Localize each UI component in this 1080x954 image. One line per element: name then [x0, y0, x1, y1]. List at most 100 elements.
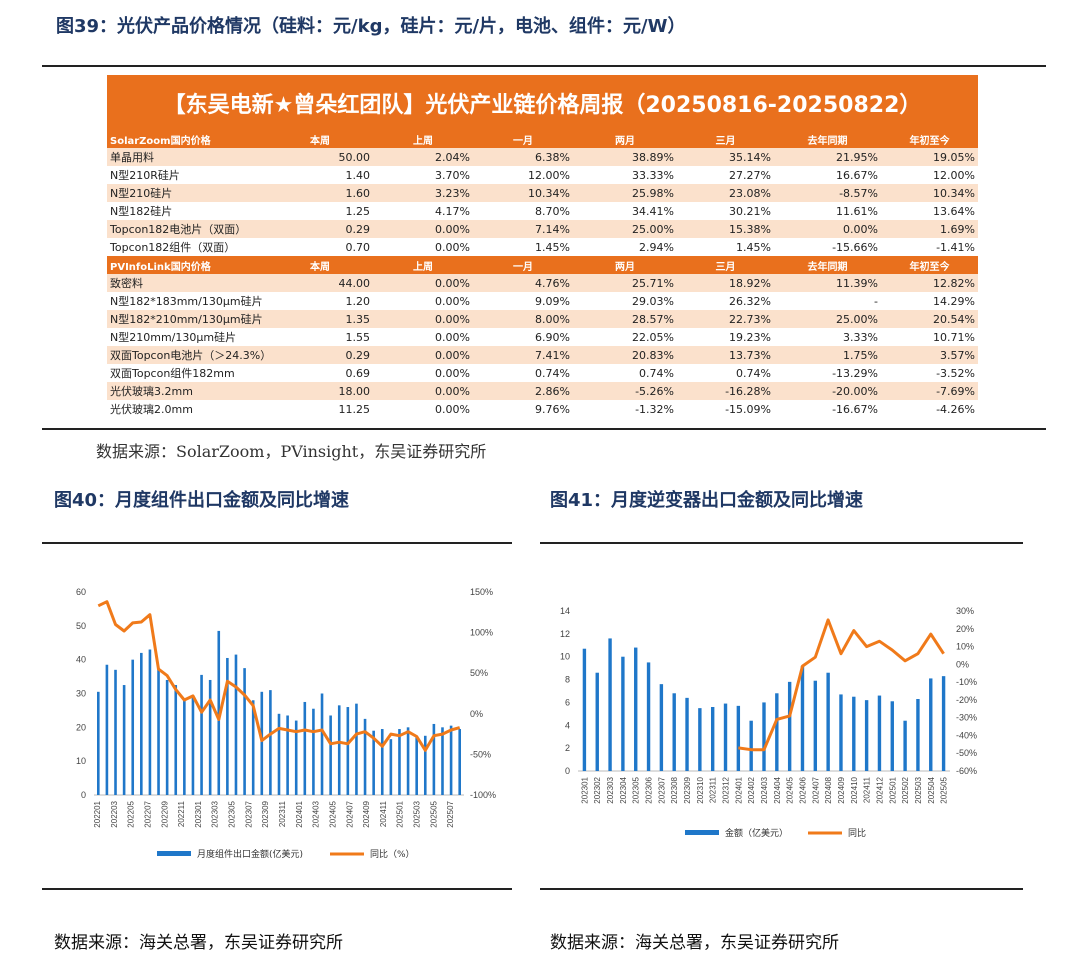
- x-tick-label: 202307: [244, 800, 253, 827]
- table-cell: 一月: [473, 256, 573, 274]
- table-cell: 本周: [267, 256, 373, 274]
- legend-label: 月度组件出口金额(亿美元): [197, 848, 303, 860]
- table-cell: 1.55: [267, 328, 373, 346]
- row-label: N型210硅片: [107, 184, 267, 202]
- table-cell: 13.64%: [881, 202, 978, 220]
- row-label: 单晶用料: [107, 148, 267, 166]
- x-tick-label: 202311: [278, 800, 287, 827]
- x-tick-label: 202408: [824, 776, 833, 803]
- table-row: 单晶用料 50.00 2.04% 6.38% 38.89% 35.14% 21.95% 19.…: [107, 148, 978, 166]
- legend-label: 同比: [848, 827, 866, 839]
- table-cell: 29.03%: [573, 292, 677, 310]
- row-label: N型210R硅片: [107, 166, 267, 184]
- bar: [183, 700, 186, 795]
- y-left-tick-label: 10: [76, 756, 86, 766]
- x-tick-label: 202301: [194, 800, 203, 827]
- table-cell: 4.17%: [373, 202, 473, 220]
- row-label: Topcon182组件（双面）: [107, 238, 267, 256]
- x-tick-label: 202307: [657, 776, 666, 803]
- x-tick-label: 202405: [786, 776, 795, 803]
- table-row: N型210硅片 1.60 3.23% 10.34% 25.98% 23.08% -8.57%…: [107, 184, 978, 202]
- y-left-tick-label: 40: [76, 655, 86, 665]
- x-tick-label: 202301: [580, 776, 589, 803]
- x-tick-label: 202411: [379, 800, 388, 827]
- x-tick-label: 202505: [940, 776, 949, 803]
- y-left-tick-label: 4: [565, 720, 570, 730]
- x-tick-label: 202503: [914, 776, 923, 803]
- bar: [903, 720, 907, 771]
- x-tick-label: 202305: [228, 800, 237, 827]
- x-tick-label: 202305: [632, 776, 641, 803]
- table-cell: 0.74%: [677, 364, 774, 382]
- yoy-line: [738, 618, 945, 752]
- x-tick-label: 202501: [396, 800, 405, 827]
- x-tick-label: 202507: [446, 800, 455, 827]
- table-cell: 2.94%: [573, 238, 677, 256]
- table-cell: 3.70%: [373, 166, 473, 184]
- table-cell: 28.57%: [573, 310, 677, 328]
- bar: [174, 685, 178, 795]
- table-cell: 11.25: [267, 400, 373, 418]
- x-tick-label: 202303: [606, 776, 615, 803]
- x-tick-label: 202403: [760, 776, 769, 803]
- bar: [787, 681, 792, 771]
- x-tick-label: 202304: [619, 776, 628, 803]
- x-tick-label: 202310: [696, 776, 705, 803]
- bar: [165, 679, 169, 795]
- table-cell: -16.67%: [774, 400, 881, 418]
- y-left-tick-label: 12: [560, 629, 570, 639]
- table-cell: 25.71%: [573, 274, 677, 292]
- divider: [42, 65, 1046, 67]
- table-cell: 0.00%: [373, 310, 473, 328]
- table-cell: 12.82%: [881, 274, 978, 292]
- table-cell: 10.71%: [881, 328, 978, 346]
- x-tick-label: 202407: [345, 800, 354, 827]
- row-label: N型210mm/130μm硅片: [107, 328, 267, 346]
- table-cell: 两月: [573, 130, 677, 148]
- table-cell: 23.08%: [677, 184, 774, 202]
- bar: [303, 701, 307, 795]
- x-tick-label: 202504: [927, 776, 936, 803]
- x-tick-label: 202302: [593, 776, 602, 803]
- table-cell: 25.98%: [573, 184, 677, 202]
- table-cell: 两月: [573, 256, 677, 274]
- y-left-tick-label: 20: [76, 722, 86, 732]
- bar: [286, 715, 289, 795]
- bar: [157, 668, 160, 795]
- table-cell: 8.70%: [473, 202, 573, 220]
- table-cell: 27.27%: [677, 166, 774, 184]
- table-cell: 10.34%: [473, 184, 573, 202]
- table-cell: 12.00%: [881, 166, 978, 184]
- table-cell: 11.39%: [774, 274, 881, 292]
- bar: [839, 694, 843, 771]
- table-cell: 1.69%: [881, 220, 978, 238]
- table-cell: 0.70: [267, 238, 373, 256]
- bar: [329, 715, 332, 795]
- table-row: Topcon182电池片（双面） 0.29 0.00% 7.14% 25.00% 15.3…: [107, 220, 978, 238]
- x-tick-label: 202409: [837, 776, 846, 803]
- table-cell: 35.14%: [677, 148, 774, 166]
- table-banner: 【东吴电新★曾朵红团队】光伏产业链价格周报（20250816-20250822）: [107, 75, 978, 130]
- bar: [398, 729, 401, 795]
- bar: [294, 720, 298, 795]
- table-cell: 38.89%: [573, 148, 677, 166]
- table-cell: -: [774, 292, 881, 310]
- price-grid: SolarZoom国内价格 本周 上周 一月 两月 三月 去年同期 年初至今 单晶用料 50.00…: [107, 130, 978, 418]
- table-cell: 去年同期: [774, 130, 881, 148]
- table-cell: 年初至今: [881, 256, 978, 274]
- bar: [916, 699, 920, 771]
- bar: [320, 693, 324, 795]
- y-left-tick-label: 30: [76, 689, 86, 699]
- y-right-tick-label: -60%: [956, 766, 977, 776]
- table-cell: -5.26%: [573, 382, 677, 400]
- x-tick-label: 202401: [295, 800, 304, 827]
- table-cell: 0.00%: [373, 238, 473, 256]
- bar: [800, 665, 805, 771]
- table-cell: 去年同期: [774, 256, 881, 274]
- y-right-tick-label: -30%: [956, 713, 977, 723]
- x-tick-label: 202505: [429, 800, 438, 827]
- bar: [337, 705, 341, 795]
- module-export-chart: 0 10 20 30 40 50 60 -100% -50% 0% 50% 100% 150% 20220…: [76, 587, 496, 860]
- table-cell: -4.26%: [881, 400, 978, 418]
- table-cell: 1.20: [267, 292, 373, 310]
